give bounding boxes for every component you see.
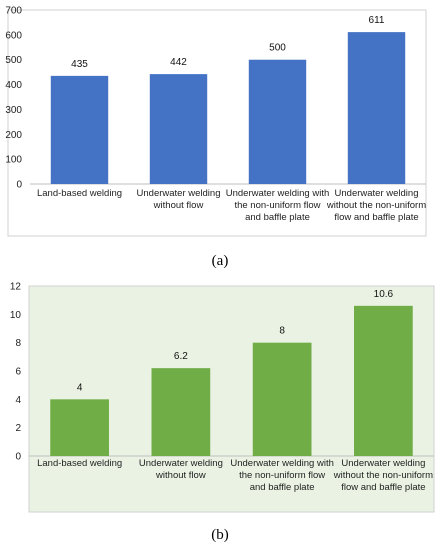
chart-a-y-tick-label: 700 [5, 6, 22, 17]
chart-b-y-tick-label: 2 [15, 423, 21, 434]
chart-a-y-tick-label: 0 [16, 180, 22, 191]
chart-b-data-label-2: 6.2 [174, 351, 188, 362]
chart-a-svg: 0 100 200 300 400 500 600 700 435 Land-based weld… [5, 6, 427, 237]
chart-a-y-tick-label: 600 [5, 30, 22, 41]
chart-a-data-label-4: 611 [369, 15, 385, 26]
chart-b-y-tick-label: 4 [15, 395, 21, 406]
chart-a-y-tick-label: 300 [5, 105, 22, 116]
chart-a-category-label-2: Underwater welding without flow [137, 188, 221, 211]
chart-b-svg: 0 2 4 6 8 10 12 4 Land-based welding 6.2 Underwate… [10, 282, 435, 513]
chart-a-category-label-4: Underwater welding without the non-unifor… [326, 188, 426, 223]
chart-a-category-label-1: Land-based welding [37, 188, 122, 199]
chart-b-data-label-4: 10.6 [374, 289, 394, 300]
chart-a-bar-3 [248, 59, 307, 184]
chart-b-y-tick-label: 12 [10, 282, 22, 293]
chart-a-data-label-3: 500 [269, 43, 286, 54]
chart-b-y-tick-label: 8 [15, 338, 21, 349]
chart-b-category-label-4: Underwater welding without the non-unifor… [333, 458, 433, 493]
caption-a: (a) [211, 253, 229, 269]
chart-b-category-label-3: Underwater welding with the non-uniform f… [230, 458, 334, 493]
chart-b-data-label-3: 8 [279, 326, 285, 337]
chart-a-data-label-2: 442 [170, 57, 187, 68]
chart-b-bar-2 [151, 368, 211, 456]
chart-a-bar-2 [149, 74, 208, 184]
chart-b-category-label-2: Underwater welding without flow [139, 458, 223, 481]
chart-a-data-label-1: 435 [71, 59, 88, 70]
chart-a-y-tick-label: 100 [5, 155, 22, 166]
chart-panel-b: 0 2 4 6 8 10 12 4 Land-based welding 6.2 Underwate… [0, 276, 440, 550]
chart-b-category-label-1: Land-based welding [37, 458, 122, 469]
chart-b-y-tick-label: 10 [10, 310, 22, 321]
chart-a-bar-1 [50, 75, 109, 184]
chart-a-y-tick-label: 200 [5, 130, 22, 141]
chart-b-bar-3 [252, 342, 312, 456]
chart-panel-a: 0 100 200 300 400 500 600 700 435 Land-based weld… [5, 6, 427, 269]
chart-b-y-tick-label: 6 [15, 367, 21, 378]
chart-b-bar-4 [354, 305, 413, 456]
caption-b: (b) [211, 527, 229, 543]
chart-a-bar-4 [347, 32, 406, 184]
chart-b-y-tick-label: 0 [15, 452, 21, 463]
chart-a-y-tick-label: 500 [5, 55, 22, 66]
chart-a-y-tick-label: 400 [5, 80, 22, 91]
chart-b-bar-1 [50, 399, 109, 456]
chart-a-category-label-3: Underwater welding with the non-uniform f… [226, 188, 330, 223]
chart-b-data-label-1: 4 [77, 382, 83, 393]
